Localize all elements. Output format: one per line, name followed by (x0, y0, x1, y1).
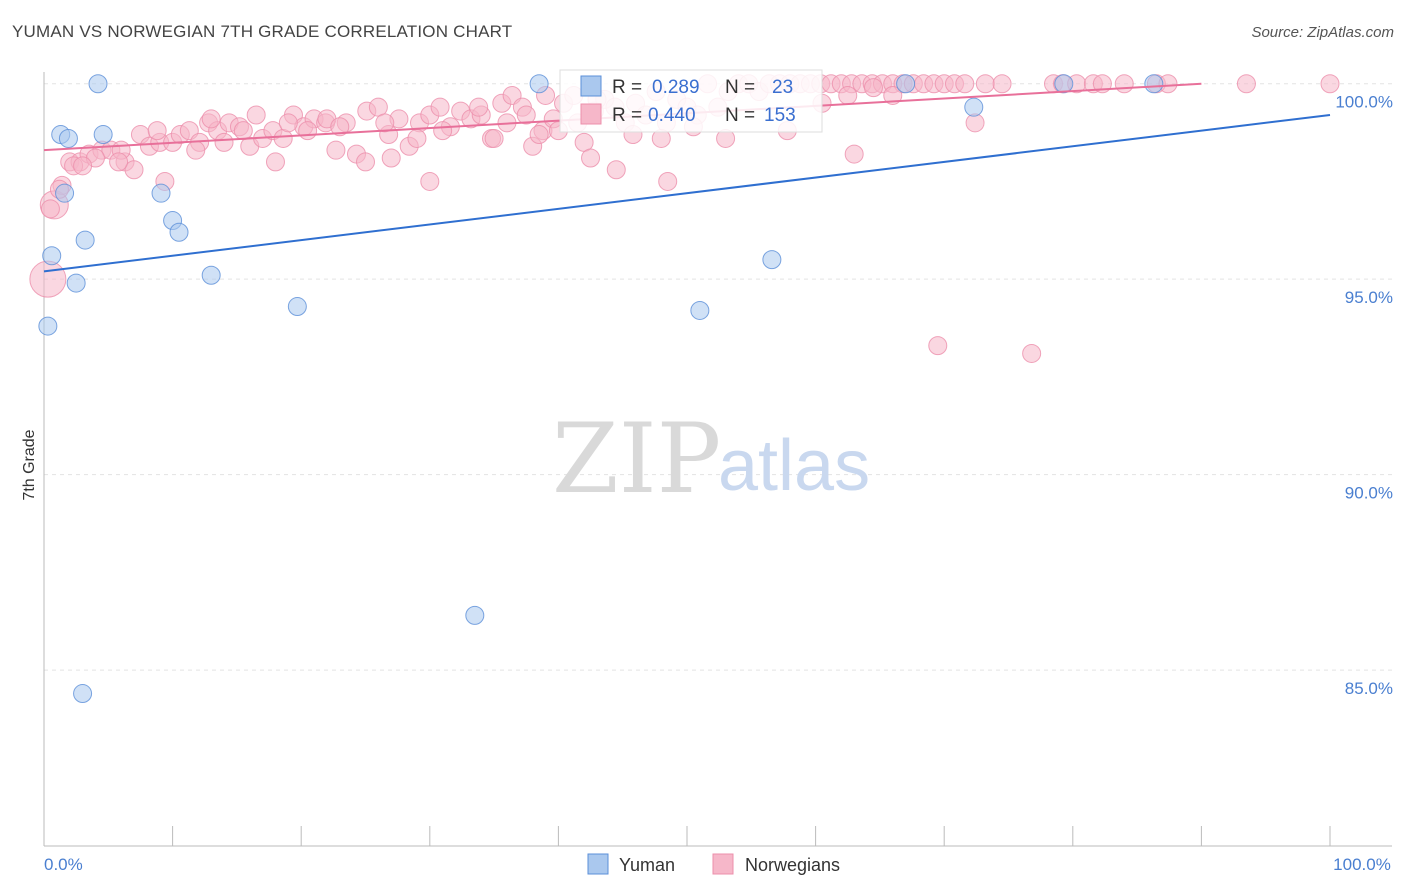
yuman-points (38, 74, 1164, 704)
legend-swatch-norwegians (712, 853, 734, 875)
norwegians-point (147, 121, 167, 141)
yuman-point (151, 183, 171, 203)
norwegians-point (109, 152, 129, 172)
y-tick-label: 95.0% (1345, 288, 1393, 307)
norwegians-point (381, 148, 401, 168)
yuman-point (66, 273, 86, 293)
norwegians-point (928, 336, 948, 356)
yuman-point (465, 605, 485, 625)
yuman-point (1054, 74, 1074, 94)
yuman-point (42, 246, 62, 266)
yuman-r-value: 0.289 (652, 77, 700, 98)
norwegians-point (658, 171, 678, 191)
stats-box: R = 0.289 N = 23 R = 0.440 N = 153 (559, 69, 823, 133)
norwegians-point (233, 121, 253, 141)
norwegians-n-value: 153 (764, 105, 796, 126)
norwegians-point (201, 109, 221, 129)
yuman-point (287, 297, 307, 317)
norwegians-point (955, 74, 975, 94)
y-tick-label: 85.0% (1345, 679, 1393, 698)
norwegians-r-value: 0.440 (648, 105, 696, 126)
yuman-point (38, 316, 58, 336)
norwegians-point (863, 78, 883, 98)
norwegians-point (844, 144, 864, 164)
norwegians-point (246, 105, 266, 125)
norwegians-point (1114, 74, 1134, 94)
yuman-point (75, 230, 95, 250)
norwegians-point (1236, 74, 1256, 94)
axes (43, 72, 1392, 847)
norwegians-point (581, 148, 601, 168)
norwegians-point (420, 171, 440, 191)
yuman-point (93, 125, 113, 145)
norwegians-stats-swatch (580, 103, 602, 125)
yuman-point (88, 74, 108, 94)
y-tick-label: 90.0% (1345, 484, 1393, 503)
y-tick-label: 100.0% (1335, 93, 1393, 112)
source-label: Source: ZipAtlas.com (1251, 24, 1394, 41)
yuman-n-label: N = (725, 77, 755, 98)
norwegians-point (1022, 343, 1042, 363)
norwegians-point (469, 97, 489, 117)
norwegians-point (1320, 74, 1340, 94)
norwegians-point (484, 128, 504, 148)
norwegians-point (375, 113, 395, 133)
norwegians-point (430, 97, 450, 117)
yuman-point (73, 684, 93, 704)
yuman-point (896, 74, 916, 94)
stats-box-frame (559, 69, 823, 133)
norwegians-point (883, 85, 903, 105)
norwegians-point (298, 121, 318, 141)
yuman-stats-swatch (580, 75, 602, 97)
norwegians-point (326, 140, 346, 160)
yuman-point (529, 74, 549, 94)
norwegians-point (407, 128, 427, 148)
yuman-n-value: 23 (772, 77, 793, 98)
yuman-point (1144, 74, 1164, 94)
norwegians-point (516, 105, 536, 125)
x-tick-label: 0.0% (44, 855, 83, 874)
x-tick-label: 100.0% (1333, 855, 1391, 874)
norwegians-point (330, 117, 350, 137)
norwegians-point (975, 74, 995, 94)
yuman-r-label: R = (612, 77, 642, 98)
norwegians-point (29, 260, 67, 298)
norwegians-point (214, 132, 234, 152)
norwegians-r-label: R = (612, 105, 642, 126)
norwegians-point (278, 113, 298, 133)
norwegians-point (265, 152, 285, 172)
norwegians-point (992, 74, 1012, 94)
norwegians-point (606, 160, 626, 180)
yuman-trend-line (43, 114, 1331, 273)
yuman-point (964, 97, 984, 117)
watermark: ZIP atlas (552, 403, 870, 515)
legend-swatch-yuman (587, 853, 609, 875)
norwegians-point (186, 140, 206, 160)
watermark-atlas: atlas (718, 426, 870, 506)
yuman-point (201, 265, 221, 285)
norwegians-point (433, 121, 453, 141)
yuman-point (58, 128, 78, 148)
chart-title: YUMAN VS NORWEGIAN 7TH GRADE CORRELATION… (12, 22, 513, 41)
y-tick-labels: 85.0% 90.0% 95.0% 100.0% (1335, 93, 1393, 698)
yuman-point (762, 250, 782, 270)
norwegians-n-label: N = (725, 105, 755, 126)
x-tick-labels: 0.0% 100.0% (44, 855, 1391, 874)
yuman-point (690, 300, 710, 320)
norwegians-point (529, 125, 549, 145)
yuman-point (55, 183, 75, 203)
legend: Yuman Norwegians (587, 853, 840, 875)
yuman-point (169, 222, 189, 242)
norwegians-point (356, 152, 375, 172)
grid-lines (44, 83, 1392, 671)
norwegians-point (73, 156, 93, 176)
norwegians-point (838, 85, 858, 105)
legend-label-norwegians: Norwegians (745, 855, 840, 875)
y-axis-title: 7th Grade (21, 429, 38, 500)
watermark-zip: ZIP (552, 403, 721, 515)
norwegians-point (40, 199, 60, 219)
norwegians-point (124, 160, 144, 180)
legend-label-yuman: Yuman (619, 855, 675, 875)
